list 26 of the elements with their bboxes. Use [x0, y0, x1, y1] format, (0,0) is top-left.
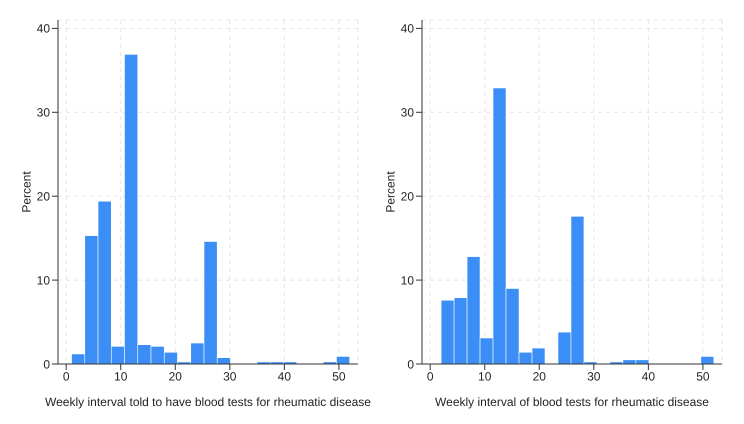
y-axis-title: Percent — [19, 170, 34, 213]
x-tick-label: 40 — [642, 370, 656, 384]
x-tick-label: 10 — [114, 370, 128, 384]
y-tick-label: 20 — [36, 189, 50, 204]
x-tick-label: 10 — [478, 370, 492, 384]
y-axis-title: Percent — [383, 170, 398, 213]
y-tick-label: 30 — [36, 106, 50, 120]
y-tick-label: 30 — [400, 106, 414, 120]
x-tick-label: 0 — [426, 370, 434, 384]
x-tick-label: 20 — [168, 370, 182, 384]
x-tick-label: 20 — [532, 370, 546, 384]
x-tick-label: 50 — [332, 370, 346, 384]
x-tick-label: 40 — [278, 370, 292, 384]
x-axis-title: Weekly interval told to have blood tests for rheumatic disease — [45, 395, 372, 409]
x-tick-label: 50 — [696, 370, 710, 384]
x-tick-label: 30 — [587, 370, 601, 384]
x-tick-label: 30 — [223, 370, 237, 384]
y-tick-label: 0 — [43, 357, 50, 372]
y-tick-label: 10 — [36, 273, 50, 288]
y-tick-label: 10 — [400, 273, 414, 288]
x-axis-title: Weekly interval of blood tests for rheumatic disease — [435, 395, 710, 409]
y-tick-label: 0 — [407, 357, 414, 372]
y-tick-label: 40 — [400, 22, 414, 36]
y-tick-label: 40 — [36, 22, 50, 36]
x-tick-label: 0 — [62, 370, 70, 384]
y-tick-label: 20 — [400, 189, 414, 204]
